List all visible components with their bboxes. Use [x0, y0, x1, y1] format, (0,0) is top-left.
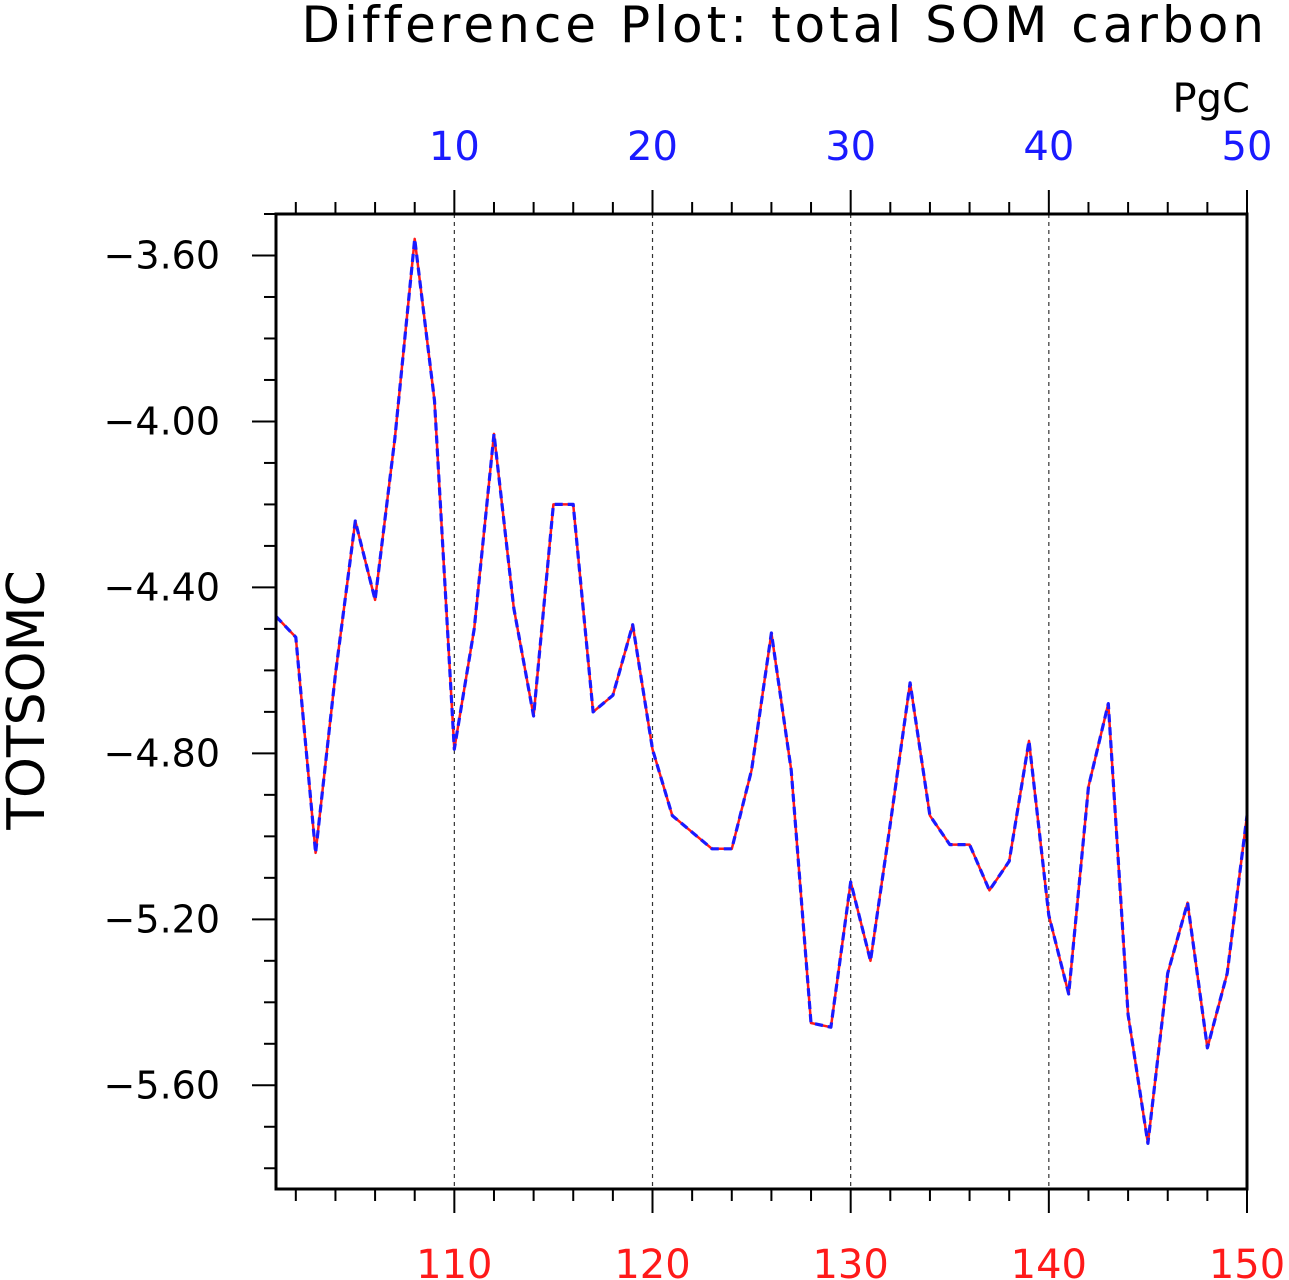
y-tick-label: −5.20 — [104, 897, 220, 941]
chart-title: Difference Plot: total SOM carbon — [302, 0, 1268, 54]
y-tick-label: −5.60 — [104, 1063, 220, 1107]
y-axis-label: TOTSOMC — [0, 570, 57, 831]
units-label: PgC — [1173, 76, 1250, 122]
x-bottom-tick-label: 150 — [1209, 1242, 1285, 1280]
series-lines — [274, 237, 1249, 1146]
x-bottom-tick-label: 120 — [614, 1242, 690, 1280]
x-top-tick-label: 50 — [1222, 124, 1273, 170]
x-top-tick-label: 10 — [429, 124, 480, 170]
tick-labels: −3.60 −4.00 −4.40 −4.80 −5.20 −5.60 10 20 30 40 50… — [104, 124, 1286, 1280]
y-tick-label: −4.00 — [104, 399, 220, 443]
x-top-tick-label: 20 — [627, 124, 678, 170]
x-top-tick-label: 30 — [825, 124, 876, 170]
series-line-bottom-axis — [275, 237, 1249, 1145]
grid-lines — [453, 214, 1050, 1189]
x-top-tick-label: 40 — [1023, 124, 1074, 170]
x-bottom-tick-label: 110 — [416, 1242, 492, 1280]
x-bottom-tick-label: 130 — [812, 1242, 888, 1280]
x-bottom-tick-label: 140 — [1011, 1242, 1087, 1280]
plot-frame — [274, 212, 1249, 1191]
series-line-top-axis — [274, 237, 1249, 1146]
y-tick-label: −4.40 — [104, 565, 220, 609]
y-tick-label: −4.80 — [104, 731, 220, 775]
y-tick-label: −3.60 — [104, 233, 220, 277]
axis-ticks — [252, 190, 1248, 1213]
